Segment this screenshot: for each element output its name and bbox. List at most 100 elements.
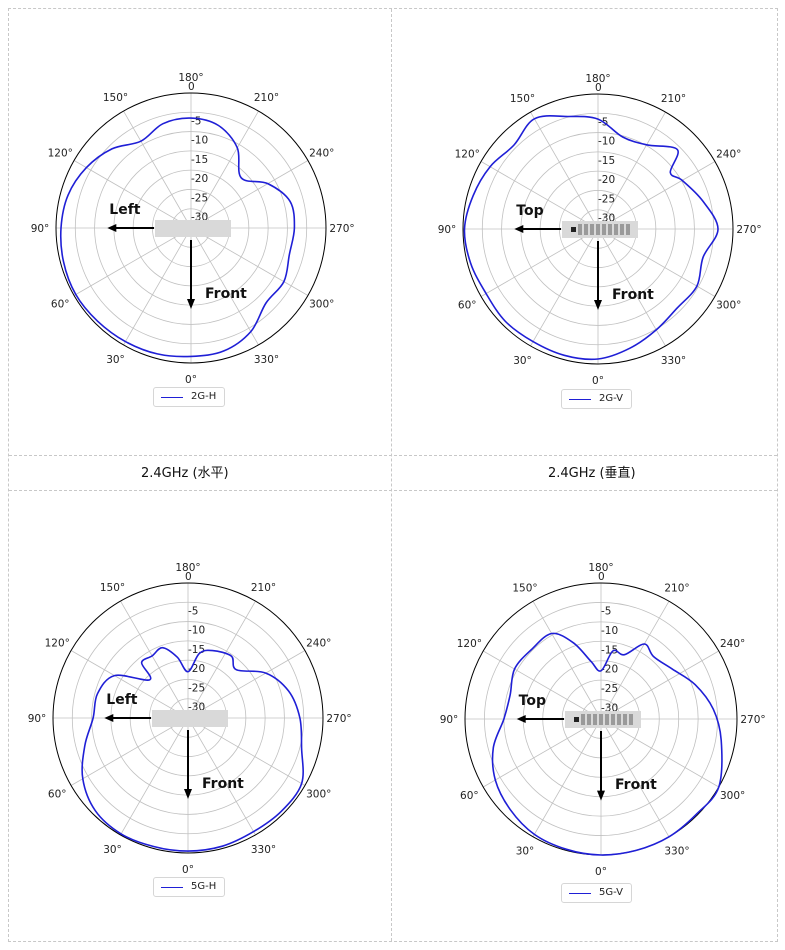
angle-tick-label: 150° [512,582,537,594]
grid-spoke [73,160,192,229]
angle-tick-label: 150° [103,92,128,104]
polar-chart-2g-v: 0° 30° 60° 90° 120° 150° 180° 210° 240° 270° 300° 3… [438,73,762,387]
angle-tick-label: 120° [45,638,70,650]
grid-spoke [532,718,602,837]
arrow-left-head-icon [516,715,526,723]
angle-tick-label: 30° [516,846,535,858]
angle-tick-label: 30° [103,844,122,856]
angle-tick-label: 30° [106,354,125,366]
legend-swatch [569,892,591,894]
angle-tick-label: 240° [309,148,334,160]
device-image [562,221,638,238]
legend-label: 5G-H [191,881,217,892]
angle-tick-label: 240° [716,149,741,161]
radial-tick-label: -20 [598,174,615,186]
grid-spoke [70,650,189,719]
radial-tick-label: -10 [191,135,208,147]
direction-label-front: Front [612,287,654,303]
angle-tick-label: 240° [306,638,331,650]
chart-cell-2g-v: 0° 30° 60° 90° 120° 150° 180° 210° 240° 270° 300° 3… [391,9,779,455]
angle-tick-label: 0° [185,374,197,386]
grid-spoke [532,601,602,720]
angle-tick-label: 90° [440,714,459,726]
grid-spoke [597,161,716,230]
legend-swatch [161,396,183,398]
angle-tick-label: 120° [48,148,73,160]
grid-spoke [120,600,189,719]
grid-spoke [190,227,259,346]
angle-tick-label: 0° [595,866,607,878]
arrow-down-head-icon [184,789,192,799]
chart-table: 0° 30° 60° 90° 120° 150° 180° 210° 240° 270° 300° 3… [8,8,778,942]
direction-label-left: Top [519,693,546,709]
grid-spoke [120,717,189,836]
device-port [587,714,591,725]
arrow-left-head-icon [107,224,117,232]
radial-tick-label: 0 [188,81,195,93]
grid-spoke [123,110,192,229]
series-line-5g-h [81,646,304,852]
grid-spoke [530,228,599,347]
angle-tick-label: 330° [251,844,276,856]
caption-2g-h: 2.4GHz (水平) [141,466,229,481]
arrow-down-head-icon [187,299,195,309]
legend: 2G-V [561,389,632,409]
angle-tick-label: 60° [460,790,479,802]
legend-label: 5G-V [599,887,623,898]
legend-label: 2G-V [599,393,623,404]
grid-spoke [70,717,189,786]
legend-swatch [569,398,591,400]
angle-tick-label: 330° [254,354,279,366]
device-led [574,717,579,722]
device-port [590,224,594,235]
device-port [593,714,597,725]
legend-swatch [161,886,183,888]
angle-tick-label: 300° [720,790,745,802]
device-image [152,710,228,727]
device-port [608,224,612,235]
angle-tick-label: 240° [720,638,745,650]
grid-spoke [600,601,670,720]
angle-tick-label: 90° [31,223,50,235]
angle-tick-label: 60° [458,300,477,312]
polar-chart-2g-h: 0° 30° 60° 90° 120° 150° 180° 210° 240° 270° 300° 3… [31,72,355,386]
outer-circle [462,93,734,365]
angle-tick-label: 300° [306,789,331,801]
angle-tick-label: 30° [513,355,532,367]
device-port [602,224,606,235]
grid-spoke [600,718,719,788]
grid-spoke [483,650,602,720]
angle-tick-label: 150° [100,582,125,594]
arrow-left-head-icon [514,225,524,233]
device-port [617,714,621,725]
angle-tick-label: 150° [510,93,535,105]
arrow-down-head-icon [597,790,605,801]
angle-tick-label: 60° [51,299,70,311]
angle-tick-label: 210° [661,93,686,105]
grid-spoke [190,110,259,229]
radial-tick-label: 0 [598,571,605,583]
angle-tick-label: 270° [736,224,761,236]
angle-tick-label: 180° [175,562,200,574]
radial-tick-label: -15 [601,644,618,656]
radial-tick-label: -25 [188,682,205,694]
angle-tick-label: 0° [182,864,194,876]
angle-tick-label: 270° [740,714,765,726]
direction-label-front: Front [615,777,657,793]
radial-tick-label: -5 [188,605,198,617]
caption-2g-v: 2.4GHz (垂直) [548,466,636,481]
chart-cell-5g-h: 0° 30° 60° 90° 120° 150° 180° 210° 240° 270° 300° 3… [9,491,391,943]
angle-tick-label: 210° [251,582,276,594]
angle-tick-label: 60° [48,789,67,801]
radial-tick-label: -25 [601,683,618,695]
angle-tick-label: 120° [455,149,480,161]
device-port [623,714,627,725]
angle-tick-label: 90° [28,713,47,725]
device-body [152,710,228,727]
radial-tick-label: -25 [598,193,615,205]
radial-tick-label: -10 [598,136,615,148]
radial-tick-label: 0 [185,571,192,583]
radial-tick-label: -10 [601,625,618,637]
grid-spoke [530,111,599,230]
angle-tick-label: 180° [585,73,610,85]
